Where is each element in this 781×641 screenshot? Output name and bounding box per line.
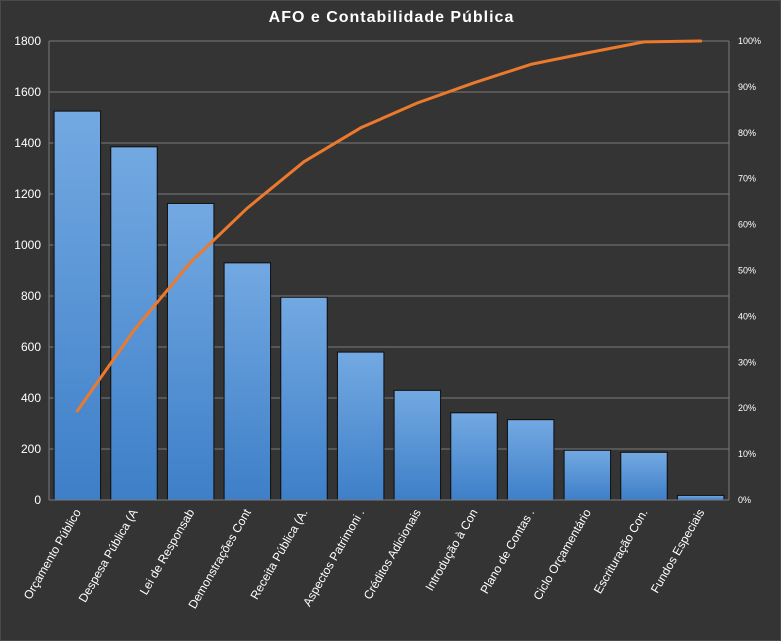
bar bbox=[393, 389, 442, 501]
y-left-tick-label: 200 bbox=[21, 442, 41, 456]
y-left-tick-label: 1600 bbox=[14, 85, 41, 99]
y-left-tick-label: 0 bbox=[34, 493, 41, 507]
y-right-tick-label: 0% bbox=[738, 495, 751, 505]
category-label: Fundos Especiais bbox=[648, 507, 707, 596]
category-label: Despesa Pública (A bbox=[76, 507, 141, 605]
y-right-tick-label: 100% bbox=[738, 36, 761, 46]
y-right-tick-label: 20% bbox=[738, 403, 756, 413]
y-left-tick-label: 400 bbox=[21, 391, 41, 405]
bar bbox=[506, 419, 555, 501]
bar bbox=[53, 110, 102, 501]
category-label: Ciclo Orçamentário bbox=[530, 506, 594, 602]
bar bbox=[450, 412, 498, 501]
bar bbox=[676, 494, 725, 501]
y-right-tick-label: 50% bbox=[738, 266, 756, 276]
y-left-tick-label: 1800 bbox=[14, 34, 41, 48]
y-left-tick-label: 1400 bbox=[14, 136, 41, 150]
cumulative-line-series bbox=[75, 39, 703, 413]
y-right-tick-label: 90% bbox=[738, 82, 756, 92]
bar bbox=[563, 449, 612, 501]
y-right-tick-label: 60% bbox=[738, 220, 756, 230]
category-label: Demonstrações Cont bbox=[185, 506, 254, 611]
y-left-tick-label: 600 bbox=[21, 340, 41, 354]
axes: 0 200 400 600 800 1000 1200 1400 1600 1800 0% 10% 20… bbox=[14, 34, 761, 507]
bar-series bbox=[53, 110, 725, 501]
y-right-tick-label: 10% bbox=[738, 449, 756, 459]
cumulative-line bbox=[75, 39, 703, 413]
category-label: Introdução à Con bbox=[422, 507, 480, 594]
category-label: Orçamento Público bbox=[21, 506, 84, 602]
y-right-tick-label: 40% bbox=[738, 311, 756, 321]
category-label: Aspectos Patrimoni . bbox=[300, 507, 367, 609]
y-left-tick-label: 800 bbox=[21, 289, 41, 303]
category-label: Plano de Contas . bbox=[477, 507, 537, 597]
category-label: Créditos Adicionais bbox=[361, 507, 424, 602]
y-left-tick-label: 1000 bbox=[14, 238, 41, 252]
bar bbox=[280, 296, 328, 501]
bar bbox=[336, 351, 385, 501]
category-label: Receita Pública (A. bbox=[247, 507, 310, 602]
y-right-tick-label: 30% bbox=[738, 357, 756, 367]
chart-title: AFO e Contabilidade Pública bbox=[268, 9, 515, 26]
y-left-tick-label: 1200 bbox=[14, 187, 41, 201]
y-right-tick-label: 80% bbox=[738, 128, 756, 138]
bar bbox=[110, 146, 158, 501]
y-right-tick-label: 70% bbox=[738, 174, 756, 184]
category-label: Escrituração Con. bbox=[591, 507, 651, 597]
bar bbox=[620, 451, 668, 501]
category-label: Lei de Responsab bbox=[137, 506, 198, 597]
bar bbox=[223, 262, 272, 501]
